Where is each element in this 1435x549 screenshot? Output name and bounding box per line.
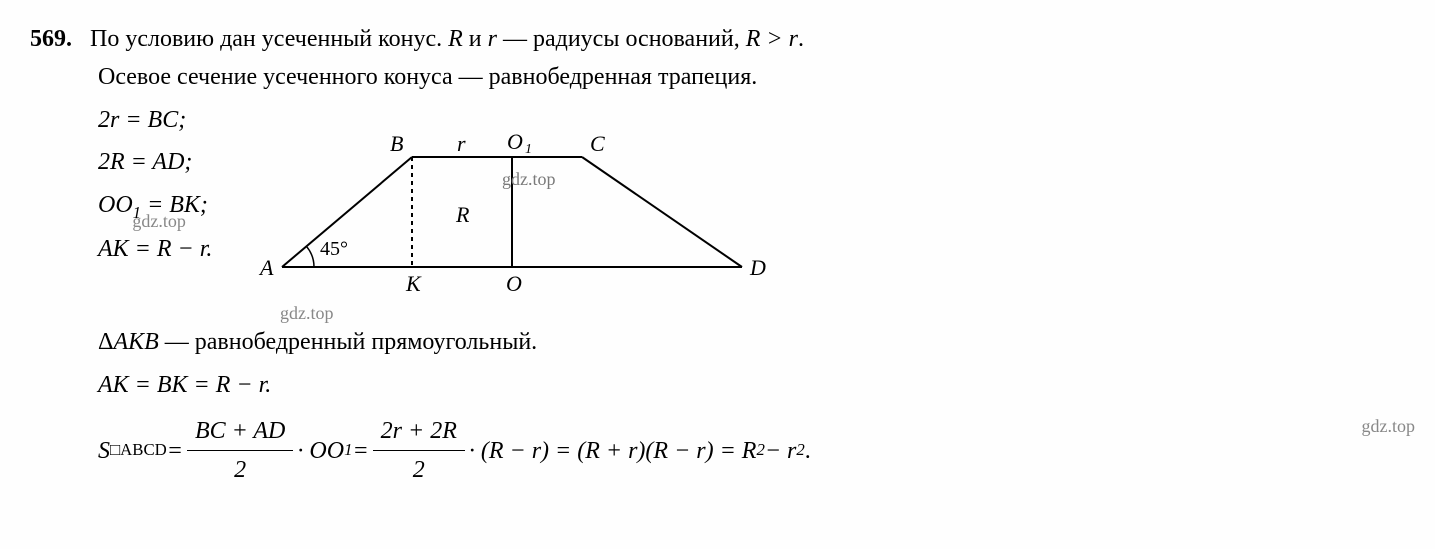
svg-text:r: r: [457, 131, 466, 156]
mid3: · (R − r) = (R + r)(R − r) = R: [469, 432, 757, 470]
svg-text:45°: 45°: [320, 238, 348, 260]
problem-content: 569. По условию дан усеченный конус. R и…: [30, 20, 1405, 490]
frac1-num: BC + AD: [187, 412, 293, 451]
triangle-line: ΔAKB — равнобедренный прямоугольный.: [98, 323, 1405, 361]
sup2b: 2: [796, 437, 804, 464]
sub1: 1: [344, 437, 352, 464]
svg-text:K: K: [405, 271, 422, 296]
line1-dot: .: [798, 26, 804, 52]
final-formula: S□ABCD = BC + AD 2 · OO1 = 2r + 2R 2 · (…: [98, 412, 1405, 490]
watermark-mid: gdz.top: [280, 299, 334, 328]
mid1: · OO: [297, 432, 344, 470]
left-equations: 2r = BC; 2R = AD; OO1 = BK; AK = R − r.: [30, 97, 212, 273]
svg-text:C: C: [590, 131, 605, 156]
line1-text: По условию дан усеченный конус. R и r — …: [90, 20, 804, 58]
watermark-right: gdz.top: [1362, 412, 1416, 441]
tri-rest: — равнобедренный прямоугольный.: [159, 329, 537, 355]
problem-number: 569.: [30, 20, 72, 58]
trapezoid-diagram: BrO1CAKODR45°gdz.top: [242, 107, 782, 307]
mid2: =: [352, 432, 368, 470]
line1-cond: R > r: [746, 26, 798, 52]
svg-text:A: A: [258, 255, 274, 280]
frac1: BC + AD 2: [187, 412, 293, 490]
svg-text:O: O: [507, 129, 523, 154]
eq2: 2R = AD;: [98, 143, 212, 181]
eq4: AK = R − r.: [98, 230, 212, 268]
diagram-container: gdz.top BrO1CAKODR45°gdz.top: [242, 107, 782, 319]
final-dot: .: [805, 432, 811, 470]
eq3-left: OO: [98, 192, 133, 218]
svg-text:D: D: [749, 255, 766, 280]
eq5: AK = BK = R − r.: [98, 366, 1405, 404]
svg-text:R: R: [455, 202, 470, 227]
frac2-den: 2: [373, 451, 465, 489]
S: S: [98, 432, 110, 470]
tri-delta: Δ: [98, 329, 113, 355]
svg-text:B: B: [390, 131, 403, 156]
svg-text:1: 1: [525, 142, 532, 157]
frac1-den: 2: [187, 451, 293, 489]
frac2: 2r + 2R 2: [373, 412, 465, 490]
watermark-left: gdz.top: [132, 207, 186, 236]
line1-part2: — радиусы оснований,: [497, 26, 746, 52]
first-line: 569. По условию дан усеченный конус. R и…: [30, 20, 1405, 58]
eq-sign1: =: [167, 432, 183, 470]
tri-AKB: AKB: [113, 329, 158, 355]
line1-R: R: [448, 26, 463, 52]
sup2a: 2: [756, 437, 764, 464]
svg-text:gdz.top: gdz.top: [502, 169, 556, 189]
sub-abcd: □ABCD: [110, 437, 167, 464]
eq1: 2r = BC;: [98, 101, 212, 139]
line2: Осевое сечение усеченного конуса — равно…: [98, 58, 1405, 96]
line1-and: и: [463, 26, 488, 52]
main-container: 2r = BC; 2R = AD; OO1 = BK; AK = R − r. …: [30, 97, 1405, 319]
svg-text:O: O: [506, 271, 522, 296]
mid4: − r: [765, 432, 797, 470]
line1-r: r: [488, 26, 497, 52]
frac2-num: 2r + 2R: [373, 412, 465, 451]
line1-part1: По условию дан усеченный конус.: [90, 26, 448, 52]
